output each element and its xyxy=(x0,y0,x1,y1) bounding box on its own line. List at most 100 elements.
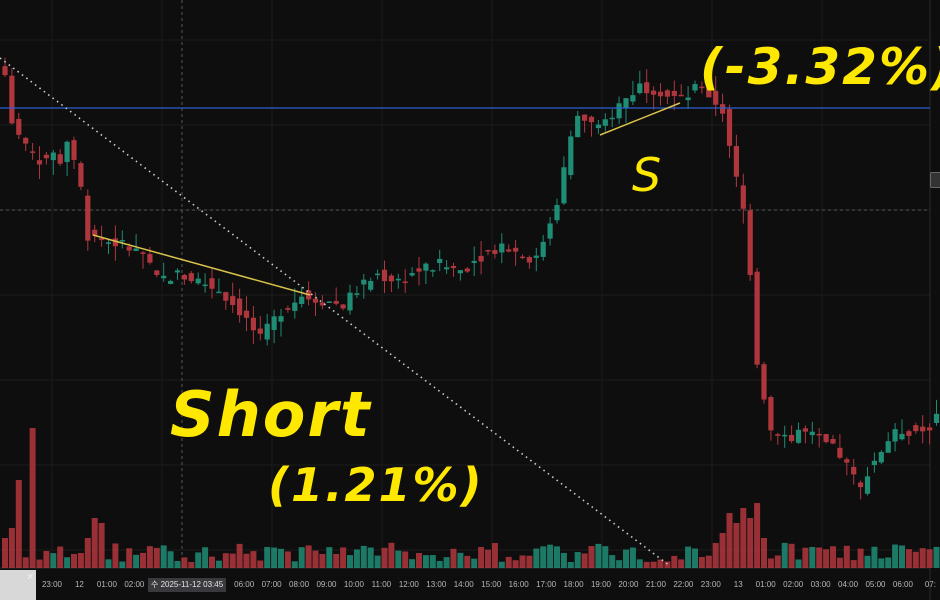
candle-body xyxy=(464,268,470,272)
volume-bar xyxy=(278,548,284,568)
volume-bar xyxy=(505,556,512,568)
candle-body xyxy=(174,270,181,273)
candle-body xyxy=(340,304,346,309)
time-axis-label: 02:00 xyxy=(783,580,804,589)
volume-bar xyxy=(526,555,533,568)
candle-body xyxy=(243,310,250,318)
candle-body xyxy=(299,296,305,304)
volume-bar xyxy=(567,561,574,568)
volume-bar xyxy=(22,557,29,568)
volume-bar xyxy=(195,552,202,568)
volume-bar xyxy=(767,558,774,568)
candle-body xyxy=(333,300,339,304)
volume-bar xyxy=(236,543,243,568)
volume-bar xyxy=(146,546,153,568)
candle-body xyxy=(906,431,912,436)
volume-bar xyxy=(140,552,146,568)
candle-body xyxy=(871,460,877,465)
volume-bar xyxy=(119,561,126,568)
candle-body xyxy=(126,246,132,251)
volume-bar xyxy=(595,543,602,568)
volume-bar xyxy=(222,553,229,568)
candle-body xyxy=(699,86,705,89)
time-axis-label: 01:00 xyxy=(96,580,117,589)
annotation-short: Short xyxy=(170,378,372,451)
candle-body xyxy=(526,257,532,263)
volume-bar xyxy=(823,549,830,568)
candle-body xyxy=(816,433,822,436)
volume-bar xyxy=(133,554,140,568)
volume-bar xyxy=(816,547,823,568)
candle-body xyxy=(195,278,201,284)
time-axis-label: 01:00 xyxy=(755,580,776,589)
volume-bar xyxy=(864,555,871,568)
volume-bar xyxy=(284,551,291,568)
volume-bar xyxy=(650,561,657,568)
volume-bar xyxy=(581,553,588,568)
time-axis-label: 22:00 xyxy=(673,580,694,589)
time-axis-label: 12 xyxy=(74,580,84,589)
candle-body xyxy=(368,280,374,290)
volume-bar xyxy=(664,561,671,568)
volume-bar xyxy=(340,547,347,568)
volume-bar xyxy=(374,555,381,568)
volume-bar xyxy=(416,553,422,568)
volume-bar xyxy=(77,552,84,568)
candle-body xyxy=(595,124,601,129)
volume-bar xyxy=(202,547,209,568)
volume-bar xyxy=(319,553,326,568)
candle-body xyxy=(844,459,850,463)
volume-bar xyxy=(491,543,498,568)
volume-bar xyxy=(871,546,878,568)
volume-bar xyxy=(602,546,609,568)
volume-bar xyxy=(905,549,912,568)
candle-body xyxy=(430,270,436,272)
volume-bar xyxy=(740,508,747,568)
volume-bar xyxy=(15,480,22,568)
volume-bar xyxy=(50,553,57,568)
candle-body xyxy=(257,328,263,334)
candle-body xyxy=(23,137,29,144)
volume-bar xyxy=(457,552,464,568)
candle-body xyxy=(416,268,422,272)
candle-body xyxy=(899,433,905,440)
candle-body xyxy=(223,292,229,301)
price-scale-handle[interactable] xyxy=(930,172,940,188)
candle-body xyxy=(623,98,629,109)
candle-body xyxy=(444,267,450,270)
volume-bar xyxy=(443,557,450,568)
volume-bar xyxy=(160,545,167,568)
candle-body xyxy=(237,298,243,316)
candle-body xyxy=(312,298,319,303)
volume-bar xyxy=(795,559,802,568)
candle-body xyxy=(582,114,588,121)
volume-bar xyxy=(643,561,650,568)
volume-bar xyxy=(933,546,940,568)
volume-bar xyxy=(347,555,353,568)
volume-bar xyxy=(105,559,112,568)
candle-body xyxy=(437,258,443,264)
volume-bar xyxy=(333,553,340,568)
candle-body xyxy=(471,260,477,263)
volume-bar xyxy=(91,518,98,568)
candle-body xyxy=(768,397,774,431)
candle-body xyxy=(319,302,325,306)
candle-body xyxy=(616,103,622,119)
volume-bar xyxy=(574,552,581,568)
video-thumbnail[interactable] xyxy=(0,570,36,600)
time-axis-label: 20:00 xyxy=(618,580,639,589)
candle-body xyxy=(168,280,174,284)
volume-bar xyxy=(305,545,312,568)
volume-bar xyxy=(174,560,181,568)
volume-bar xyxy=(409,559,416,568)
volume-bar xyxy=(395,550,402,568)
candle-body xyxy=(292,302,298,311)
volume-bar xyxy=(360,545,367,568)
volume-bar xyxy=(167,551,174,568)
volume-bar xyxy=(57,546,64,568)
volume-bar xyxy=(685,546,692,568)
candle-body xyxy=(506,249,512,252)
close-icon[interactable]: ✕ xyxy=(26,572,35,583)
